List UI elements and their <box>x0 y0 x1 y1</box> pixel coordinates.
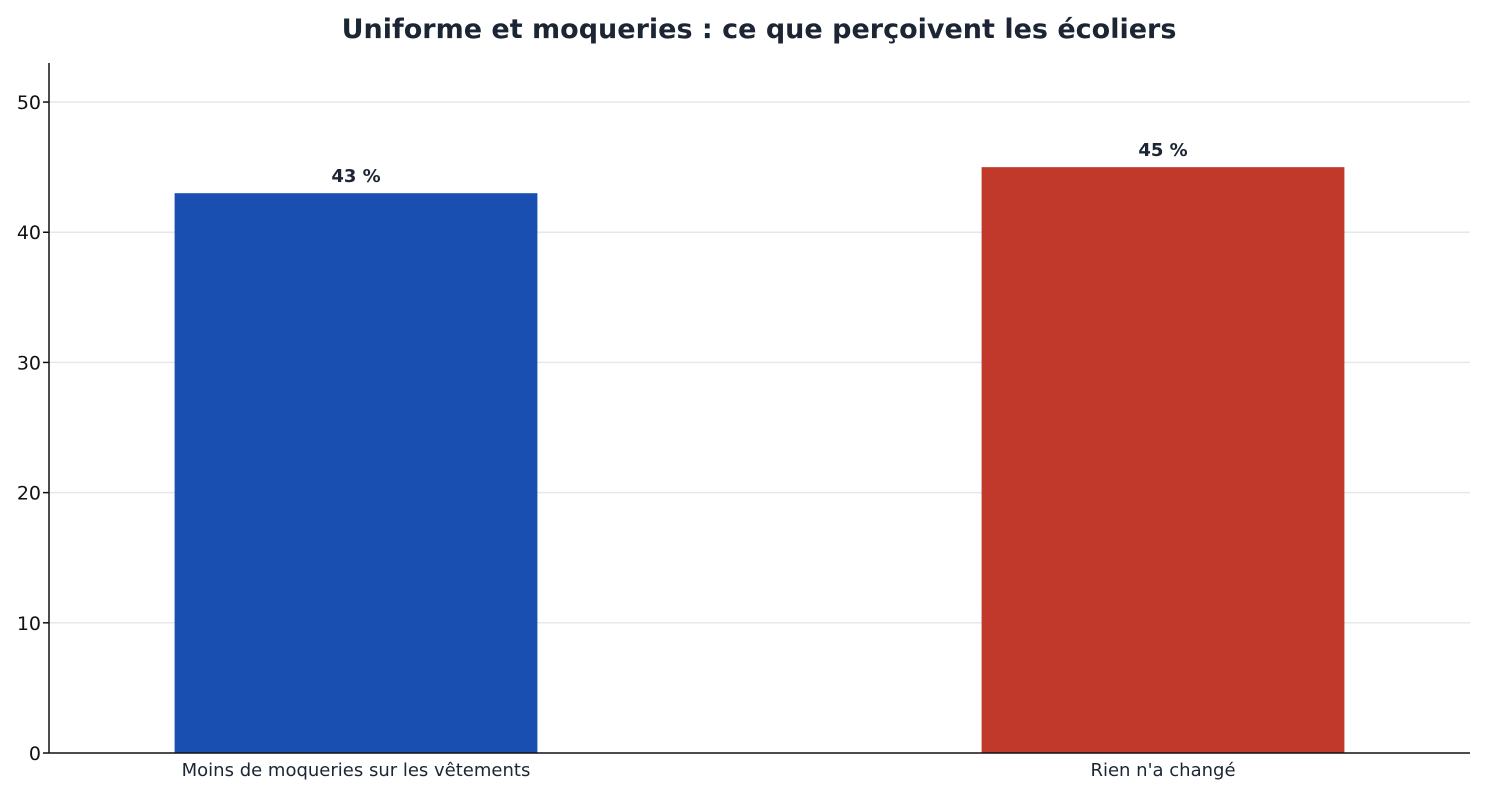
x-axis: Moins de moqueries sur les vêtements Rien… <box>49 752 1470 781</box>
bar <box>981 167 1345 753</box>
y-tick-label: 40 <box>17 222 41 244</box>
y-tick-label: 50 <box>17 92 41 114</box>
x-tick-label: Moins de moqueries sur les vêtements <box>182 760 531 781</box>
y-tick-label: 30 <box>17 352 41 374</box>
y-tick-label: 10 <box>17 613 41 635</box>
bar-value-label: 43 % <box>331 166 380 187</box>
y-tick-label: 0 <box>29 743 41 765</box>
y-axis: 0 10 20 30 40 50 <box>17 63 50 765</box>
chart-title: Uniforme et moqueries : ce que perçoiven… <box>342 14 1177 45</box>
y-tick-label: 20 <box>17 483 41 505</box>
x-tick-label: Rien n'a changé <box>1090 760 1235 781</box>
data-labels: 43 % 45 % <box>331 140 1187 187</box>
bar-value-label: 45 % <box>1138 140 1187 161</box>
bars <box>174 167 1345 754</box>
bar <box>174 193 538 754</box>
